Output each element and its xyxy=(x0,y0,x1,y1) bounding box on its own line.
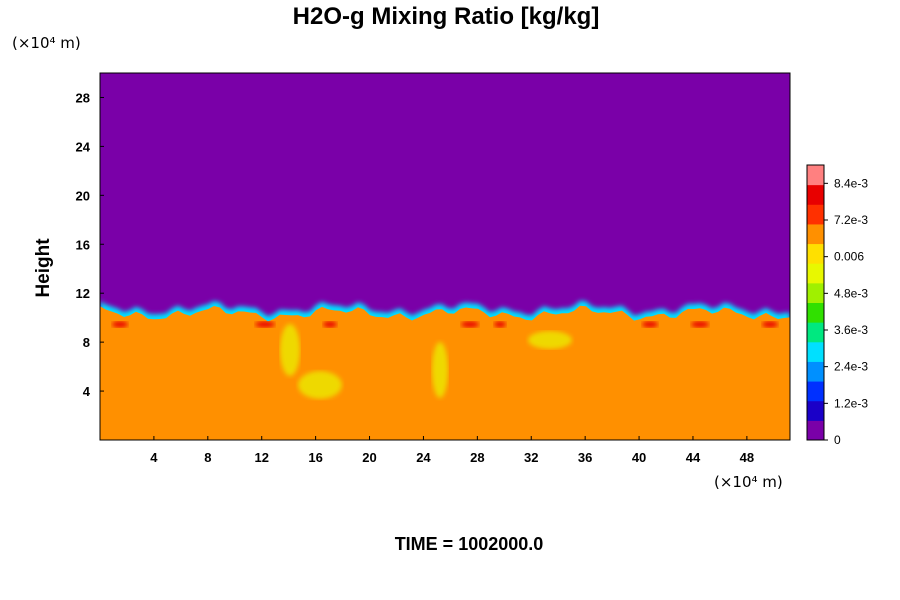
colorbar-frame xyxy=(806,164,825,441)
x-tick-label: 4 xyxy=(150,450,158,465)
colorbar-tick-label: 4.8e-3 xyxy=(834,286,868,300)
time-label: TIME = 1002000.0 xyxy=(395,534,544,554)
y-tick-label: 12 xyxy=(76,286,90,301)
plot-frame xyxy=(99,72,791,441)
colorbar-swatch xyxy=(807,282,824,303)
y-tick-label: 20 xyxy=(76,188,90,203)
colorbar-tick-label: 1.2e-3 xyxy=(834,396,868,410)
colorbar-swatch xyxy=(807,223,824,245)
colorbar-tick-label: 3.6e-3 xyxy=(834,323,868,337)
peak-patch xyxy=(642,321,658,328)
y-axis-ticks: 4 8 12 16 20 24 28 xyxy=(76,90,104,399)
x-tick-label: 28 xyxy=(470,450,484,465)
eddy-patch xyxy=(528,331,572,349)
colorbar-swatch xyxy=(807,302,824,323)
eddy-patch xyxy=(280,324,300,376)
colorbar-swatch xyxy=(807,243,824,264)
peak-patch xyxy=(112,321,128,328)
x-tick-label: 24 xyxy=(416,450,431,465)
x-tick-label: 12 xyxy=(254,450,268,465)
peak-patch xyxy=(323,321,337,328)
colorbar-tick-label: 0 xyxy=(834,433,841,447)
moist-layer xyxy=(100,297,790,440)
peak-patch xyxy=(762,321,778,328)
colorbar: 0 1.2e-3 2.4e-3 3.6e-3 4.8e-3 0.006 7.2e-3 8.4e… xyxy=(806,164,868,447)
colorbar-swatch xyxy=(807,420,824,441)
x-tick-label: 36 xyxy=(578,450,592,465)
colorbar-tick-label: 8.4e-3 xyxy=(834,176,868,190)
colorbar-swatch xyxy=(807,381,824,402)
x-tick-label: 8 xyxy=(204,450,211,465)
colorbar-swatch xyxy=(807,400,824,421)
y-tick-label: 8 xyxy=(83,335,90,350)
y-tick-label: 24 xyxy=(76,139,91,154)
x-axis-unit: (×10⁴ m) xyxy=(714,473,783,491)
colorbar-swatch xyxy=(807,184,824,205)
x-tick-label: 20 xyxy=(362,450,376,465)
colorbar-tick-label: 2.4e-3 xyxy=(834,360,868,374)
colorbar-tick-label: 0.006 xyxy=(834,250,864,264)
peak-patch xyxy=(461,321,479,328)
colorbar-swatch xyxy=(807,341,824,362)
peak-patch xyxy=(691,321,709,328)
x-axis-ticks: 4 8 12 16 20 24 28 32 36 40 44 48 xyxy=(150,436,754,465)
colorbar-tick-label: 7.2e-3 xyxy=(834,213,868,227)
plot-area xyxy=(100,73,790,440)
peak-patch xyxy=(494,321,506,328)
colorbar-swatch xyxy=(807,263,824,284)
y-tick-label: 16 xyxy=(76,237,90,252)
chart-title: H2O-g Mixing Ratio [kg/kg] xyxy=(293,3,600,30)
eddy-patch xyxy=(432,342,448,398)
y-axis-unit: (×10⁴ m) xyxy=(12,34,81,52)
x-tick-label: 32 xyxy=(524,450,538,465)
colorbar-swatch xyxy=(807,361,824,382)
x-tick-label: 16 xyxy=(308,450,322,465)
x-tick-label: 40 xyxy=(632,450,646,465)
y-tick-label: 4 xyxy=(83,384,91,399)
peak-patch xyxy=(255,321,275,328)
colorbar-swatch xyxy=(807,204,824,225)
eddy-patch xyxy=(298,371,342,399)
y-axis-label: Height xyxy=(33,238,54,298)
colorbar-swatch xyxy=(807,165,824,186)
x-tick-label: 44 xyxy=(686,450,701,465)
x-tick-label: 48 xyxy=(740,450,754,465)
y-tick-label: 28 xyxy=(76,90,90,105)
colorbar-swatch xyxy=(807,322,824,343)
